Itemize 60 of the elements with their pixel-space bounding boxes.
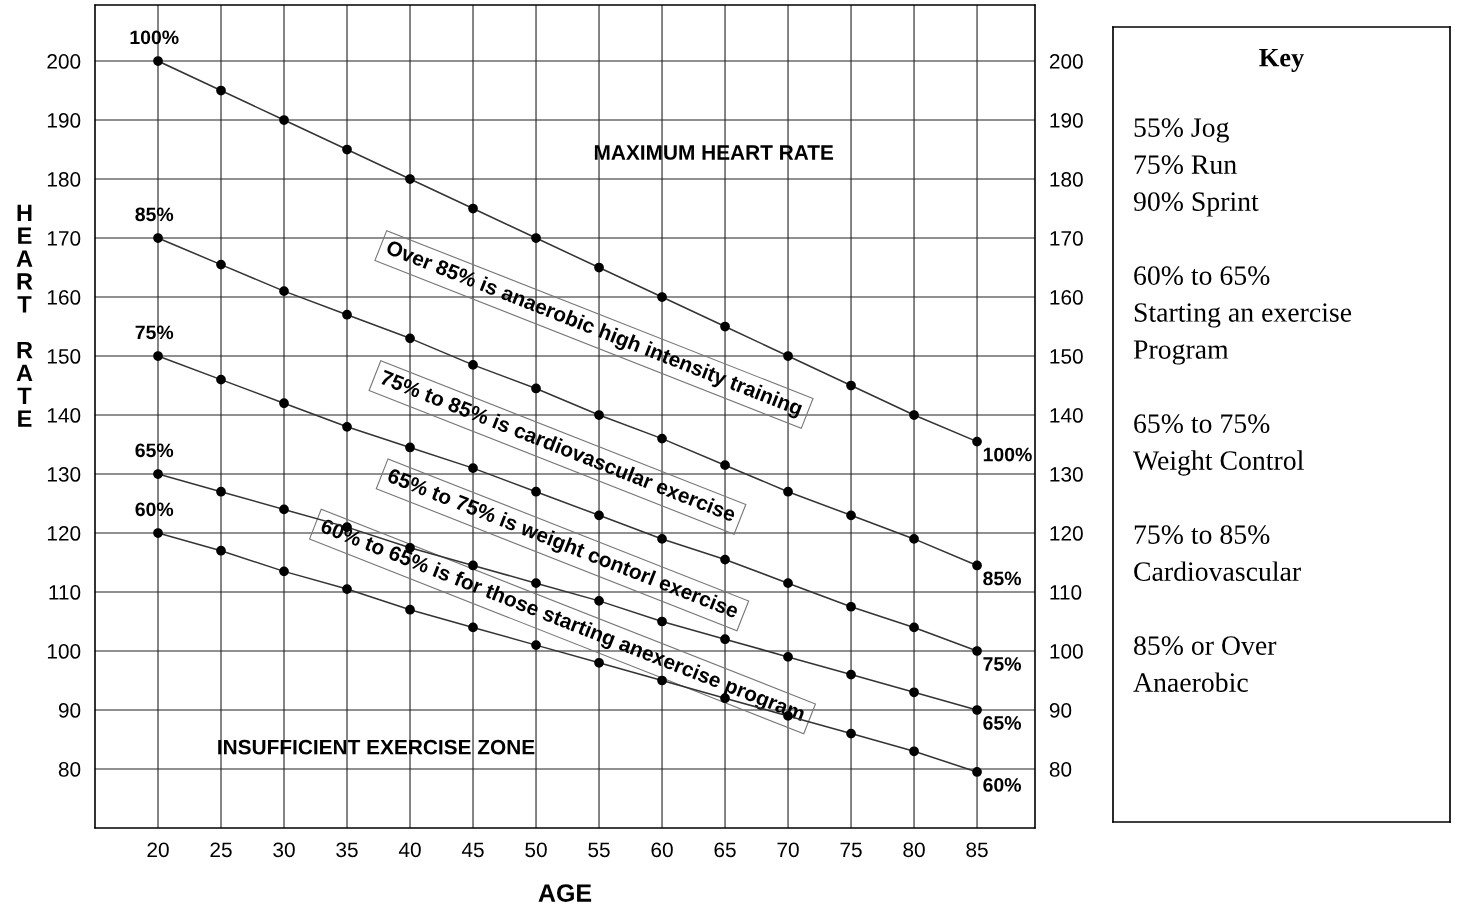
y-tick-label: 120: [47, 526, 81, 541]
y-tick-label: 150: [47, 349, 81, 364]
x-tick-label: 40: [398, 842, 421, 858]
text: 75%: [135, 325, 174, 340]
annotation: INSUFFICIENT EXERCISE ZONE: [218, 739, 535, 755]
text: 65%: [135, 443, 174, 458]
text: Key: [1259, 48, 1304, 72]
text: 75% to 85% Cardiovascular: [1134, 525, 1301, 581]
x-tick-label: 30: [273, 842, 295, 858]
text: 60% to 65% Starting an exercise Program: [1133, 266, 1352, 365]
y2-tick-label: 140: [1050, 408, 1083, 423]
y2-tick-label: 180: [1050, 172, 1083, 187]
x-tick-label: 80: [903, 842, 925, 858]
y-tick-label: 110: [49, 585, 81, 600]
series-label: 60%: [983, 778, 1021, 792]
x-tick-label: 65: [714, 842, 736, 858]
x-axis-title: AGE: [538, 884, 592, 902]
y-tick-label: 100: [47, 644, 81, 659]
text: 60%: [135, 502, 174, 517]
y-tick-label: 90: [58, 703, 81, 718]
text: 85% or Over Anaerobic: [1133, 636, 1277, 692]
y-tick-label: 170: [47, 231, 81, 246]
y-tick-label: 180: [47, 172, 81, 187]
y2-tick-label: 80: [1049, 762, 1072, 777]
y2-tick-label: 160: [1050, 290, 1083, 305]
y-tick-label: 190: [47, 113, 81, 128]
x-tick-label: 50: [525, 842, 547, 858]
x-tick-label: 85: [966, 842, 988, 858]
x-tick-label: 55: [588, 842, 610, 858]
series-label: 65%: [983, 716, 1021, 730]
annotation: MAXIMUM HEART RATE: [594, 145, 834, 160]
y2-tick-label: 90: [1049, 703, 1072, 718]
text: HEART RATE: [16, 204, 33, 427]
y-tick-label: 200: [47, 54, 81, 69]
y2-tick-label: 100: [1050, 644, 1083, 659]
text: 65% to 75% Weight Control: [1133, 414, 1304, 476]
x-tick-label: 20: [147, 842, 169, 858]
y2-tick-label: 110: [1050, 585, 1082, 600]
y-tick-label: 160: [47, 290, 81, 305]
x-tick-label: 70: [777, 842, 799, 858]
x-tick-label: 25: [210, 842, 232, 858]
x-tick-label: 75: [840, 842, 862, 858]
y-tick-label: 80: [58, 762, 81, 777]
x-tick-label: 45: [461, 842, 484, 858]
x-tick-label: 35: [336, 842, 358, 858]
series-label: 75%: [983, 657, 1021, 671]
y-tick-label: 130: [47, 467, 81, 482]
series-label: 100%: [983, 447, 1032, 462]
text: 55% Jog 75% Run 90% Sprint: [1133, 118, 1259, 217]
x-tick-label: 60: [651, 842, 673, 858]
series-label: 85%: [983, 571, 1021, 586]
y2-tick-label: 130: [1050, 467, 1083, 482]
text: 85%: [135, 207, 174, 222]
text: 100%: [130, 30, 179, 45]
y2-tick-label: 200: [1049, 54, 1083, 69]
y2-tick-label: 170: [1050, 231, 1083, 246]
y2-tick-label: 120: [1050, 526, 1083, 541]
y-tick-label: 140: [47, 408, 81, 423]
y2-tick-label: 150: [1050, 349, 1083, 364]
y2-tick-label: 190: [1050, 113, 1083, 128]
